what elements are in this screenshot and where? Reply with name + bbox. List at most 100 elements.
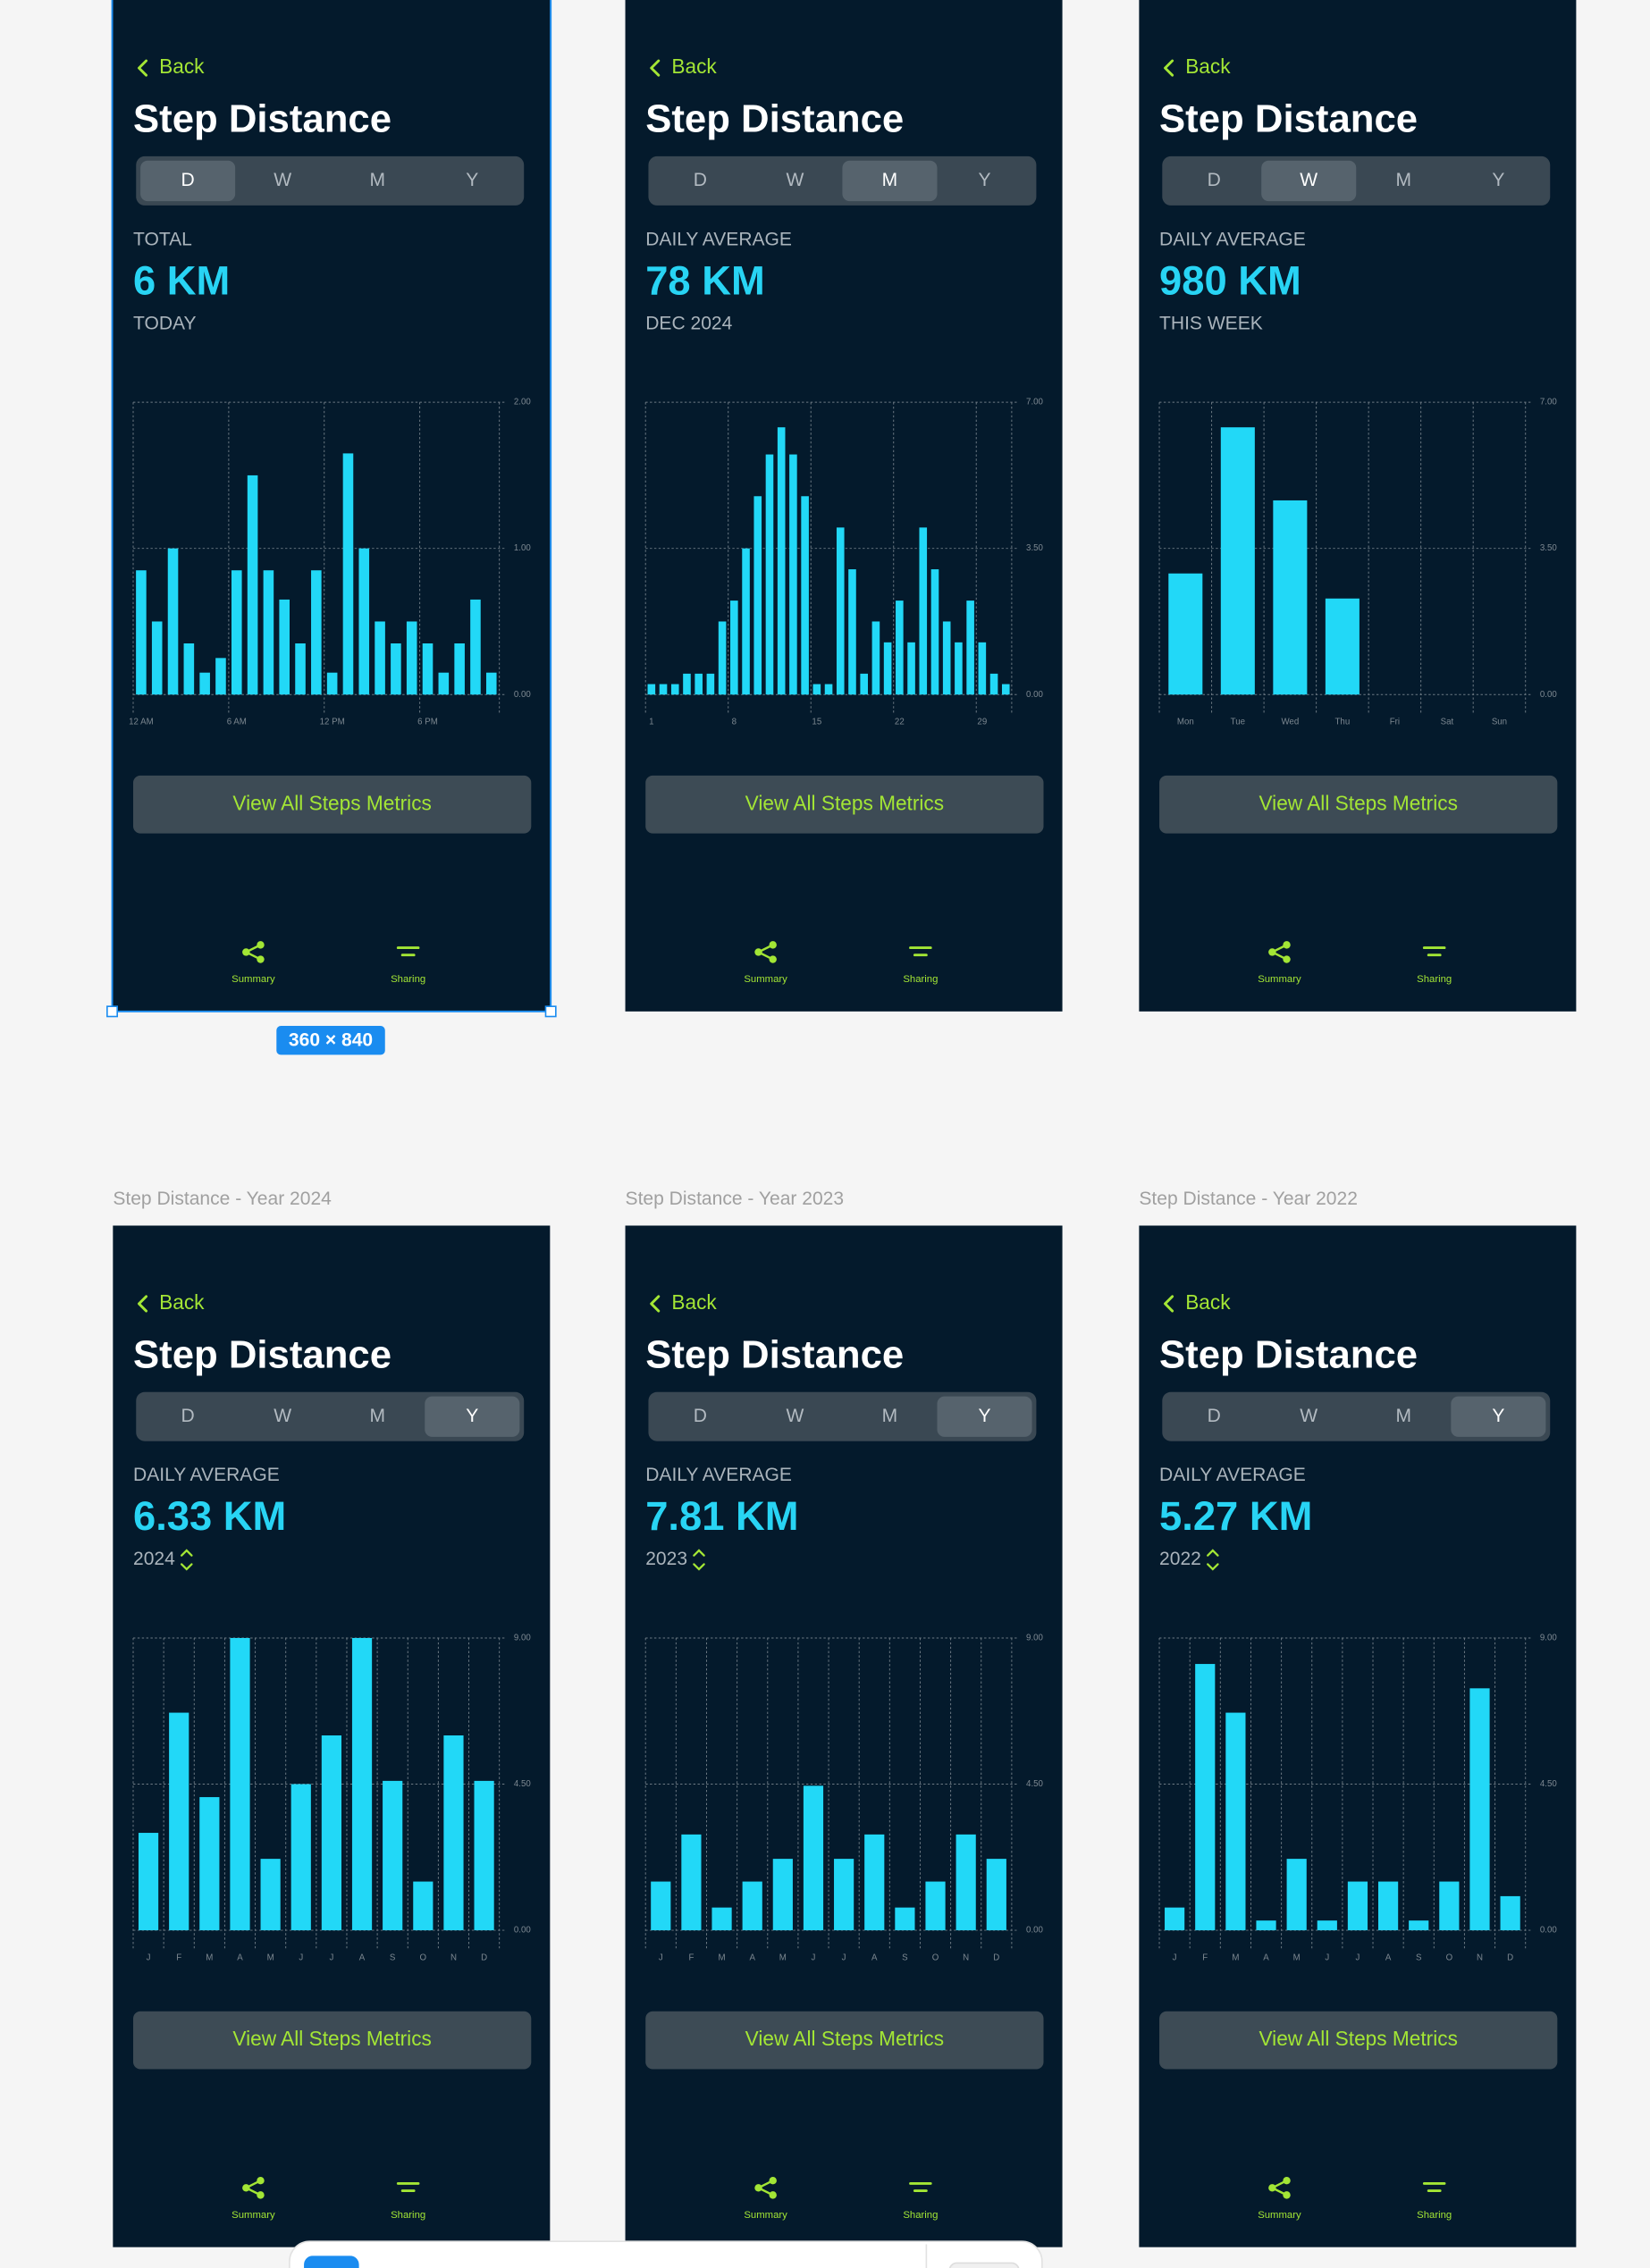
nav-label: Sharing xyxy=(391,974,425,985)
period-label[interactable]: 2022 xyxy=(1159,1549,1201,1569)
back-button[interactable]: Back xyxy=(1164,55,1232,78)
tab[interactable]: Y xyxy=(466,170,478,190)
toolbar-toggle[interactable] xyxy=(948,2262,1020,2268)
bar xyxy=(1347,1881,1368,1931)
tab[interactable]: M xyxy=(882,1406,898,1426)
tab-active-background xyxy=(425,1396,520,1437)
x-tick-label: J xyxy=(1325,1953,1329,1962)
share-icon-dot xyxy=(769,941,777,949)
metrics-button[interactable]: View All Steps Metrics xyxy=(133,2011,532,2070)
x-tick-label: J xyxy=(659,1953,663,1962)
tab[interactable]: W xyxy=(274,170,291,190)
tab[interactable]: M xyxy=(1396,170,1412,190)
bar xyxy=(706,673,715,695)
nav-item[interactable]: Sharing xyxy=(391,2181,425,2221)
back-label: Back xyxy=(159,55,205,78)
bar xyxy=(955,1834,976,1931)
nav-item[interactable]: Summary xyxy=(232,941,275,985)
bar xyxy=(907,642,915,695)
x-tick-label: M xyxy=(1293,1953,1301,1962)
y-tick-label: 0.00 xyxy=(1026,690,1043,700)
tab[interactable]: M xyxy=(882,170,898,190)
tab[interactable]: Y xyxy=(466,1406,478,1426)
tab[interactable]: W xyxy=(1300,170,1317,190)
bar xyxy=(824,684,833,695)
nav-item[interactable]: Sharing xyxy=(391,946,425,986)
tab[interactable]: D xyxy=(181,1406,195,1426)
tab[interactable]: D xyxy=(1208,170,1221,190)
y-tick-label: 2.00 xyxy=(514,398,531,407)
x-tick-label: J xyxy=(329,1953,333,1962)
period-label[interactable]: 2023 xyxy=(645,1549,687,1569)
x-tick-label: Wed xyxy=(1281,718,1299,727)
bar xyxy=(742,548,750,695)
period-picker-icon[interactable] xyxy=(693,1549,705,1571)
tab[interactable]: M xyxy=(369,1406,385,1426)
x-tick-label: 15 xyxy=(812,718,821,727)
tab[interactable]: D xyxy=(694,170,707,190)
x-tick-label: Sat xyxy=(1441,718,1454,727)
tab[interactable]: W xyxy=(1300,1406,1317,1426)
metrics-button[interactable]: View All Steps Metrics xyxy=(1159,775,1558,834)
nav-label: Sharing xyxy=(1417,2210,1452,2221)
nav-item[interactable]: Sharing xyxy=(1417,946,1452,986)
x-tick-label: M xyxy=(1232,1953,1239,1962)
tab[interactable]: Y xyxy=(1492,170,1504,190)
tab[interactable]: D xyxy=(694,1406,707,1426)
nav-item[interactable]: Summary xyxy=(744,2176,787,2221)
nav-item[interactable]: Summary xyxy=(232,2176,275,2221)
button-label: View All Steps Metrics xyxy=(232,2027,431,2050)
x-tick-label: A xyxy=(237,1953,243,1962)
bar xyxy=(474,1780,494,1931)
nav-item[interactable]: Summary xyxy=(1258,2176,1301,2221)
bar xyxy=(895,1907,915,1931)
sharing-icon xyxy=(396,2181,420,2192)
tab[interactable]: Y xyxy=(978,1406,990,1426)
period-picker-icon[interactable] xyxy=(1207,1549,1219,1571)
back-button[interactable]: Back xyxy=(650,1290,718,1314)
metrics-button[interactable]: View All Steps Metrics xyxy=(133,775,532,834)
nav-item[interactable]: Sharing xyxy=(903,946,938,986)
x-tick-label: M xyxy=(267,1953,274,1962)
metrics-button[interactable]: View All Steps Metrics xyxy=(645,775,1044,834)
back-chevron xyxy=(650,1295,661,1313)
x-tick-label: D xyxy=(481,1953,487,1962)
bar xyxy=(375,621,385,695)
nav-item[interactable]: Summary xyxy=(744,941,787,985)
tab[interactable]: Y xyxy=(1492,1406,1504,1426)
share-icon-dot xyxy=(754,948,762,956)
period-label: TODAY xyxy=(133,313,197,333)
share-icon-dot xyxy=(257,955,265,963)
x-tick-label: 1 xyxy=(649,718,653,727)
nav-item[interactable]: Sharing xyxy=(1417,2181,1452,2221)
bar xyxy=(801,496,809,695)
bar xyxy=(1325,598,1360,695)
back-button[interactable]: Back xyxy=(138,55,205,78)
toolbar-active-tool[interactable] xyxy=(304,2255,359,2268)
phone-screen: Back Step Distance D W M Y DAILY AVERAGE 7.81 K… xyxy=(625,1225,1063,2247)
tab[interactable]: D xyxy=(181,170,195,190)
back-label: Back xyxy=(1185,55,1231,78)
tab[interactable]: W xyxy=(786,170,804,190)
nav-item[interactable]: Summary xyxy=(1258,941,1301,985)
x-tick-label: S xyxy=(390,1953,396,1962)
tab-active-background xyxy=(1451,1396,1546,1437)
back-button[interactable]: Back xyxy=(1164,1290,1232,1314)
tab[interactable]: Y xyxy=(978,170,990,190)
back-button[interactable]: Back xyxy=(138,1290,205,1314)
metrics-button[interactable]: View All Steps Metrics xyxy=(645,2011,1044,2070)
period-picker-icon[interactable] xyxy=(180,1549,193,1571)
bar xyxy=(955,642,963,695)
metrics-button[interactable]: View All Steps Metrics xyxy=(1159,2011,1558,2070)
tab[interactable]: M xyxy=(1396,1406,1412,1426)
tab[interactable]: M xyxy=(369,170,385,190)
tab[interactable]: W xyxy=(274,1406,291,1426)
period-label[interactable]: 2024 xyxy=(133,1549,175,1569)
tab[interactable]: W xyxy=(786,1406,804,1426)
back-button[interactable]: Back xyxy=(650,55,718,78)
tab[interactable]: D xyxy=(1208,1406,1221,1426)
sharing-icon xyxy=(396,946,420,957)
nav-item[interactable]: Sharing xyxy=(903,2181,938,2221)
bar xyxy=(753,496,762,695)
x-tick-label: S xyxy=(1416,1953,1422,1962)
